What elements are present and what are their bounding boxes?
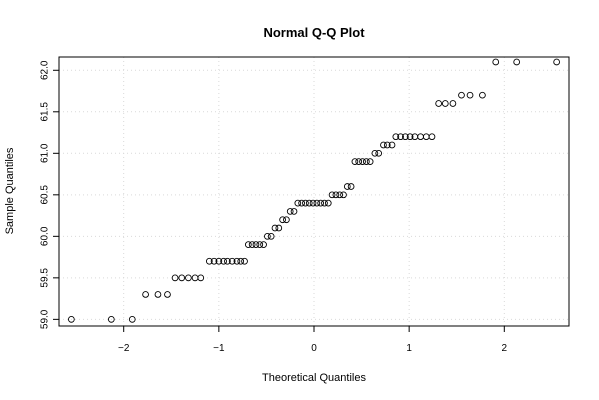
data-point	[302, 199, 309, 207]
data-point	[340, 191, 347, 199]
data-point	[347, 183, 355, 190]
data-point	[359, 158, 366, 165]
data-point	[224, 257, 231, 265]
x-tick-label: −1	[213, 343, 225, 354]
data-point	[154, 291, 162, 298]
data-point	[328, 191, 336, 199]
data-point	[417, 133, 424, 141]
y-axis-label: Sample Quantiles	[4, 147, 16, 234]
data-point	[309, 199, 317, 207]
data-point	[252, 241, 260, 248]
data-point	[397, 133, 404, 141]
data-point	[406, 133, 414, 141]
data-point	[256, 241, 264, 248]
data-point	[479, 91, 486, 99]
data-point	[362, 158, 370, 165]
data-point	[298, 199, 305, 207]
data-point	[220, 257, 227, 265]
data-point	[260, 241, 267, 248]
y-tick-label: 60.0	[40, 226, 51, 246]
data-point	[336, 191, 344, 199]
data-point	[275, 224, 283, 232]
data-point	[283, 216, 290, 224]
x-tick-label: 2	[502, 343, 508, 354]
x-tick-label: −2	[118, 343, 130, 354]
data-point	[435, 100, 442, 107]
data-point	[355, 158, 363, 165]
data-point	[388, 141, 396, 149]
x-tick-label: 0	[311, 343, 317, 354]
data-point	[228, 257, 236, 265]
data-points	[68, 58, 560, 323]
data-point	[237, 257, 245, 265]
data-point	[68, 316, 75, 323]
data-point	[171, 274, 179, 282]
x-tick-label: 1	[406, 343, 412, 354]
data-point	[267, 232, 275, 240]
data-point	[466, 91, 474, 99]
data-point	[286, 208, 294, 215]
data-point	[441, 100, 449, 107]
data-point	[294, 199, 302, 207]
data-point	[332, 191, 340, 199]
data-point	[458, 91, 465, 99]
y-tick-label: 61.0	[40, 143, 51, 163]
grid-lines	[59, 57, 569, 326]
data-point	[244, 241, 252, 248]
data-point	[197, 274, 205, 282]
data-point	[305, 199, 313, 207]
data-point	[428, 133, 436, 141]
data-point	[210, 257, 218, 265]
x-axis: −2 −1 0 1 2	[118, 326, 508, 354]
data-point	[513, 58, 521, 66]
data-point	[178, 274, 186, 282]
data-point	[383, 141, 391, 149]
data-point	[241, 257, 248, 265]
data-point	[264, 232, 271, 240]
data-point	[449, 100, 457, 107]
data-point	[492, 58, 500, 66]
data-point	[366, 158, 374, 165]
data-point	[401, 133, 409, 141]
data-point	[553, 58, 560, 66]
y-tick-label: 60.5	[40, 185, 51, 205]
chart-title: Normal Q-Q Plot	[263, 25, 365, 40]
data-point	[233, 257, 241, 265]
data-point	[324, 199, 332, 207]
data-point	[371, 149, 379, 157]
data-point	[392, 133, 400, 141]
y-axis: 59.0 59.5 60.0 60.5 61.0 61.5 62.0	[40, 60, 59, 329]
data-point	[279, 216, 286, 224]
y-tick-label: 59.0	[40, 309, 51, 329]
data-point	[248, 241, 256, 248]
data-point	[313, 199, 321, 207]
data-point	[164, 291, 171, 298]
data-point	[142, 291, 149, 298]
y-tick-label: 59.5	[40, 268, 51, 288]
data-point	[351, 158, 359, 165]
data-point	[205, 257, 213, 265]
y-tick-label: 61.5	[40, 102, 51, 122]
data-point	[107, 316, 115, 323]
data-point	[128, 316, 136, 323]
data-point	[271, 224, 279, 232]
data-point	[321, 199, 328, 207]
data-point	[343, 183, 351, 190]
y-tick-label: 62.0	[40, 60, 51, 80]
data-point	[380, 141, 387, 149]
data-point	[317, 199, 325, 207]
data-point	[215, 257, 223, 265]
data-point	[375, 149, 383, 157]
data-point	[422, 133, 430, 141]
x-axis-label: Theoretical Quantiles	[262, 372, 366, 384]
data-point	[185, 274, 192, 282]
data-point	[290, 208, 298, 215]
